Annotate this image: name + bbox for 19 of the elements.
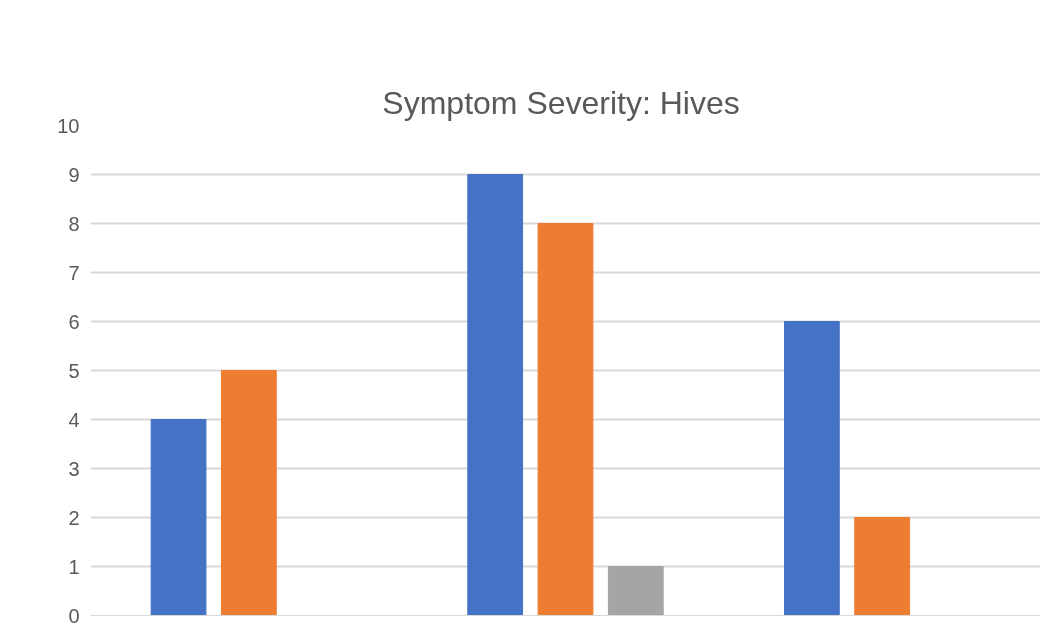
bar xyxy=(854,517,911,616)
bar xyxy=(537,223,594,616)
bar xyxy=(607,566,664,616)
y-tick-label: 10 xyxy=(57,114,80,137)
y-tick-label: 7 xyxy=(68,261,80,284)
bar xyxy=(783,321,840,616)
y-tick-label: 8 xyxy=(68,212,80,235)
y-tick-label: 2 xyxy=(68,506,80,529)
y-tick-label: 5 xyxy=(68,359,80,382)
bar xyxy=(467,174,524,616)
bar xyxy=(150,419,207,616)
y-tick-label: 0 xyxy=(68,604,80,627)
y-tick-label: 4 xyxy=(68,408,80,431)
y-tick-label: 3 xyxy=(68,457,80,480)
y-tick-label: 1 xyxy=(68,555,80,578)
y-tick-label: 6 xyxy=(68,310,80,333)
y-tick-label: 9 xyxy=(68,163,80,186)
chart-title: Symptom Severity: Hives xyxy=(382,84,740,121)
bar xyxy=(220,370,277,616)
